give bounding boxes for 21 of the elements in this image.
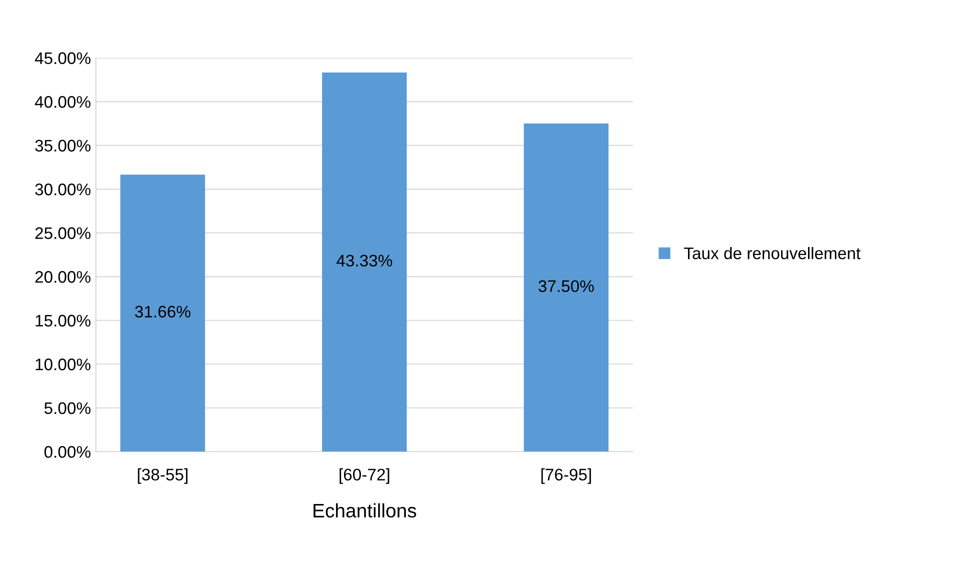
y-tick-label: 10.00% (36, 358, 90, 370)
x-tick-label: [60-72] (340, 468, 390, 484)
y-tick-label: 0.00% (44, 446, 90, 458)
x-tick-label: [76-95] (541, 468, 591, 484)
x-axis-title: Echantillons (314, 503, 416, 518)
bar (524, 124, 609, 452)
y-tick-label: 15.00% (36, 314, 90, 327)
y-tick-label: 45.00% (34, 52, 90, 64)
bar (322, 72, 407, 452)
y-tick-label: 5.00% (44, 402, 90, 414)
data-label: 31.66% (135, 306, 190, 318)
x-tick-label: [38-55] (138, 468, 188, 484)
y-tick-label: 25.00% (35, 227, 90, 240)
y-tick-label: 20.00% (35, 271, 90, 283)
data-label: 43.33% (336, 254, 392, 267)
y-tick-label: 40.00% (34, 96, 90, 108)
y-tick-label: 35.00% (35, 140, 90, 152)
data-label: 37.50% (538, 280, 594, 292)
bar (120, 174, 206, 452)
y-tick-label: 30.00% (35, 184, 90, 196)
legend-label: Taux de renouvellement (684, 246, 861, 260)
